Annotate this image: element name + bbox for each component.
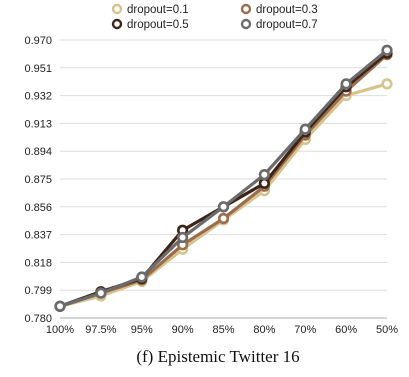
legend-label: dropout=0.1 [127, 4, 189, 16]
series-dropout=0.7 [54, 44, 393, 312]
data-point [217, 212, 230, 225]
legend-marker [111, 18, 123, 30]
x-tick-label: 85% [212, 324, 234, 336]
y-tick-label: 0.970 [24, 35, 52, 47]
legend-marker [111, 3, 123, 15]
y-tick-label: 0.951 [24, 63, 52, 75]
y-tick-label: 0.818 [24, 257, 52, 269]
x-tick-label: 97.5% [85, 324, 116, 336]
y-tick-label: 0.799 [24, 285, 52, 297]
data-point [258, 177, 270, 189]
data-point [299, 123, 311, 135]
y-axis-ticks: 0.780 0.799 0.818 0.837 0.856 0.875 0.894 0.913… [24, 35, 52, 325]
x-tick-label: 70% [294, 324, 316, 336]
data-point [381, 78, 393, 90]
series-line [59, 49, 389, 308]
data-point [217, 201, 230, 213]
x-tick-label: 50% [376, 324, 398, 336]
grid-lines [60, 39, 387, 319]
legend-marker [240, 18, 252, 30]
y-tick-label: 0.894 [24, 146, 52, 158]
legend-marker [240, 3, 252, 15]
data-point [177, 231, 189, 244]
series-lines [54, 44, 393, 312]
data-point [340, 78, 352, 90]
data-point [258, 169, 270, 181]
x-tick-label: 95% [131, 324, 153, 336]
x-tick-label: 90% [172, 324, 194, 336]
data-point [136, 271, 148, 283]
data-point [54, 300, 66, 312]
y-tick-label: 0.837 [24, 230, 52, 242]
legend-label: dropout=0.3 [256, 4, 318, 16]
legend: dropout=0.1 dropout=0.3 dropout=0.5 dropout… [111, 3, 318, 31]
x-axis-ticks: 100% 97.5% 95% 90% 85% 80% 70% 60% 50% [46, 324, 398, 336]
x-tick-label: 100% [46, 324, 74, 336]
y-tick-label: 0.856 [24, 202, 52, 214]
data-point [381, 44, 393, 56]
y-tick-label: 0.875 [24, 174, 52, 186]
y-tick-label: 0.932 [24, 91, 52, 103]
y-tick-label: 0.913 [24, 118, 52, 130]
series-line [59, 82, 388, 308]
data-point [95, 287, 107, 299]
y-tick-label: 0.780 [24, 313, 52, 325]
series-dropout=0.1 [54, 78, 393, 312]
chart-caption: (f) Epistemic Twitter 16 [136, 347, 299, 366]
x-tick-label: 80% [253, 324, 275, 336]
legend-label: dropout=0.5 [127, 19, 189, 31]
legend-label: dropout=0.7 [256, 19, 318, 31]
x-tick-label: 60% [335, 324, 357, 336]
